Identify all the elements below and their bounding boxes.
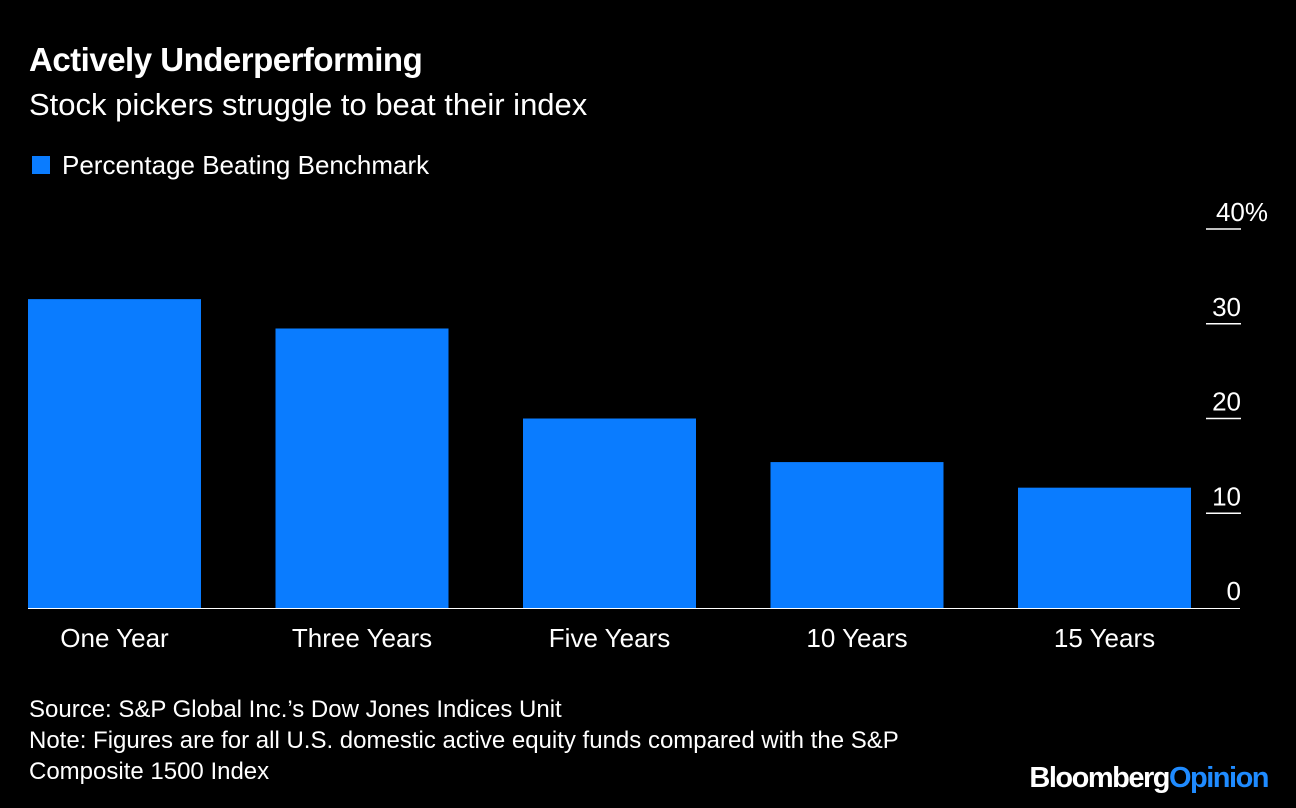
y-tick-label: 10 <box>1212 481 1241 511</box>
y-tick-label: 0 <box>1227 576 1241 606</box>
legend: Percentage Beating Benchmark <box>32 148 429 182</box>
x-tick-label: 15 Years <box>1054 623 1155 653</box>
note-line-1: Note: Figures are for all U.S. domestic … <box>29 727 899 754</box>
source-note: Source: S&P Global Inc.’s Dow Jones Indi… <box>29 696 562 723</box>
brand-name: Bloomberg <box>1029 762 1170 794</box>
footer: Source: S&P Global Inc.’s Dow Jones Indi… <box>29 694 899 787</box>
x-tick-label: One Year <box>60 623 169 653</box>
x-tick-label: Five Years <box>549 623 670 653</box>
legend-swatch <box>32 156 50 174</box>
bar <box>1018 487 1191 608</box>
legend-label: Percentage Beating Benchmark <box>62 150 430 180</box>
brand-suffix: Opinion <box>1168 762 1270 794</box>
y-tick-label: 30 <box>1212 292 1241 322</box>
bar <box>28 299 201 608</box>
x-tick-label: Three Years <box>292 623 432 653</box>
y-tick-label: 20 <box>1212 387 1241 417</box>
bar <box>770 462 944 608</box>
bar <box>275 328 449 608</box>
x-tick-label: 10 Years <box>806 623 907 653</box>
bloomberg-opinion-logo: BloombergOpinion <box>1029 762 1270 795</box>
bar <box>523 418 696 608</box>
chart-title: Actively Underperforming <box>29 41 423 78</box>
bar-chart: One Year Three Years Five Years 10 Years 15 … <box>28 197 1268 653</box>
chart-subtitle: Stock pickers struggle to beat their ind… <box>29 87 588 122</box>
y-tick-label: 40% <box>1216 197 1268 227</box>
note-line-2: Composite 1500 Index <box>29 758 270 785</box>
